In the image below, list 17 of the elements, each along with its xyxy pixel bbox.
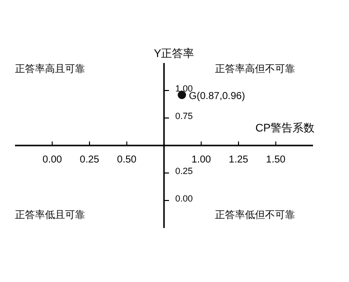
x-tick-label: 0.25: [80, 154, 100, 166]
x-tick-label: 0.50: [117, 154, 137, 166]
x-tick-label: 1.25: [228, 154, 249, 166]
annotation: G(0.87,0.96): [188, 90, 246, 102]
annotation: 正答率低但不可靠: [215, 209, 295, 221]
y-tick-label: 0.00: [175, 194, 193, 204]
y-axis-title: Y正答率: [154, 47, 194, 60]
x-tick-label: 0.00: [42, 154, 62, 166]
x-tick-label: 1.00: [192, 154, 212, 166]
y-tick-label: 1.00: [175, 84, 193, 94]
x-axis-title: CP警告系数: [255, 122, 315, 134]
annotation: 正答率高但不可靠: [215, 63, 295, 75]
x-tick-label: 1.50: [266, 154, 286, 166]
y-tick-label: 0.25: [175, 166, 193, 176]
annotation: 正答率低且可靠: [15, 209, 85, 221]
y-tick-label: 0.75: [175, 111, 193, 121]
annotation: 正答率高且可靠: [15, 63, 85, 75]
